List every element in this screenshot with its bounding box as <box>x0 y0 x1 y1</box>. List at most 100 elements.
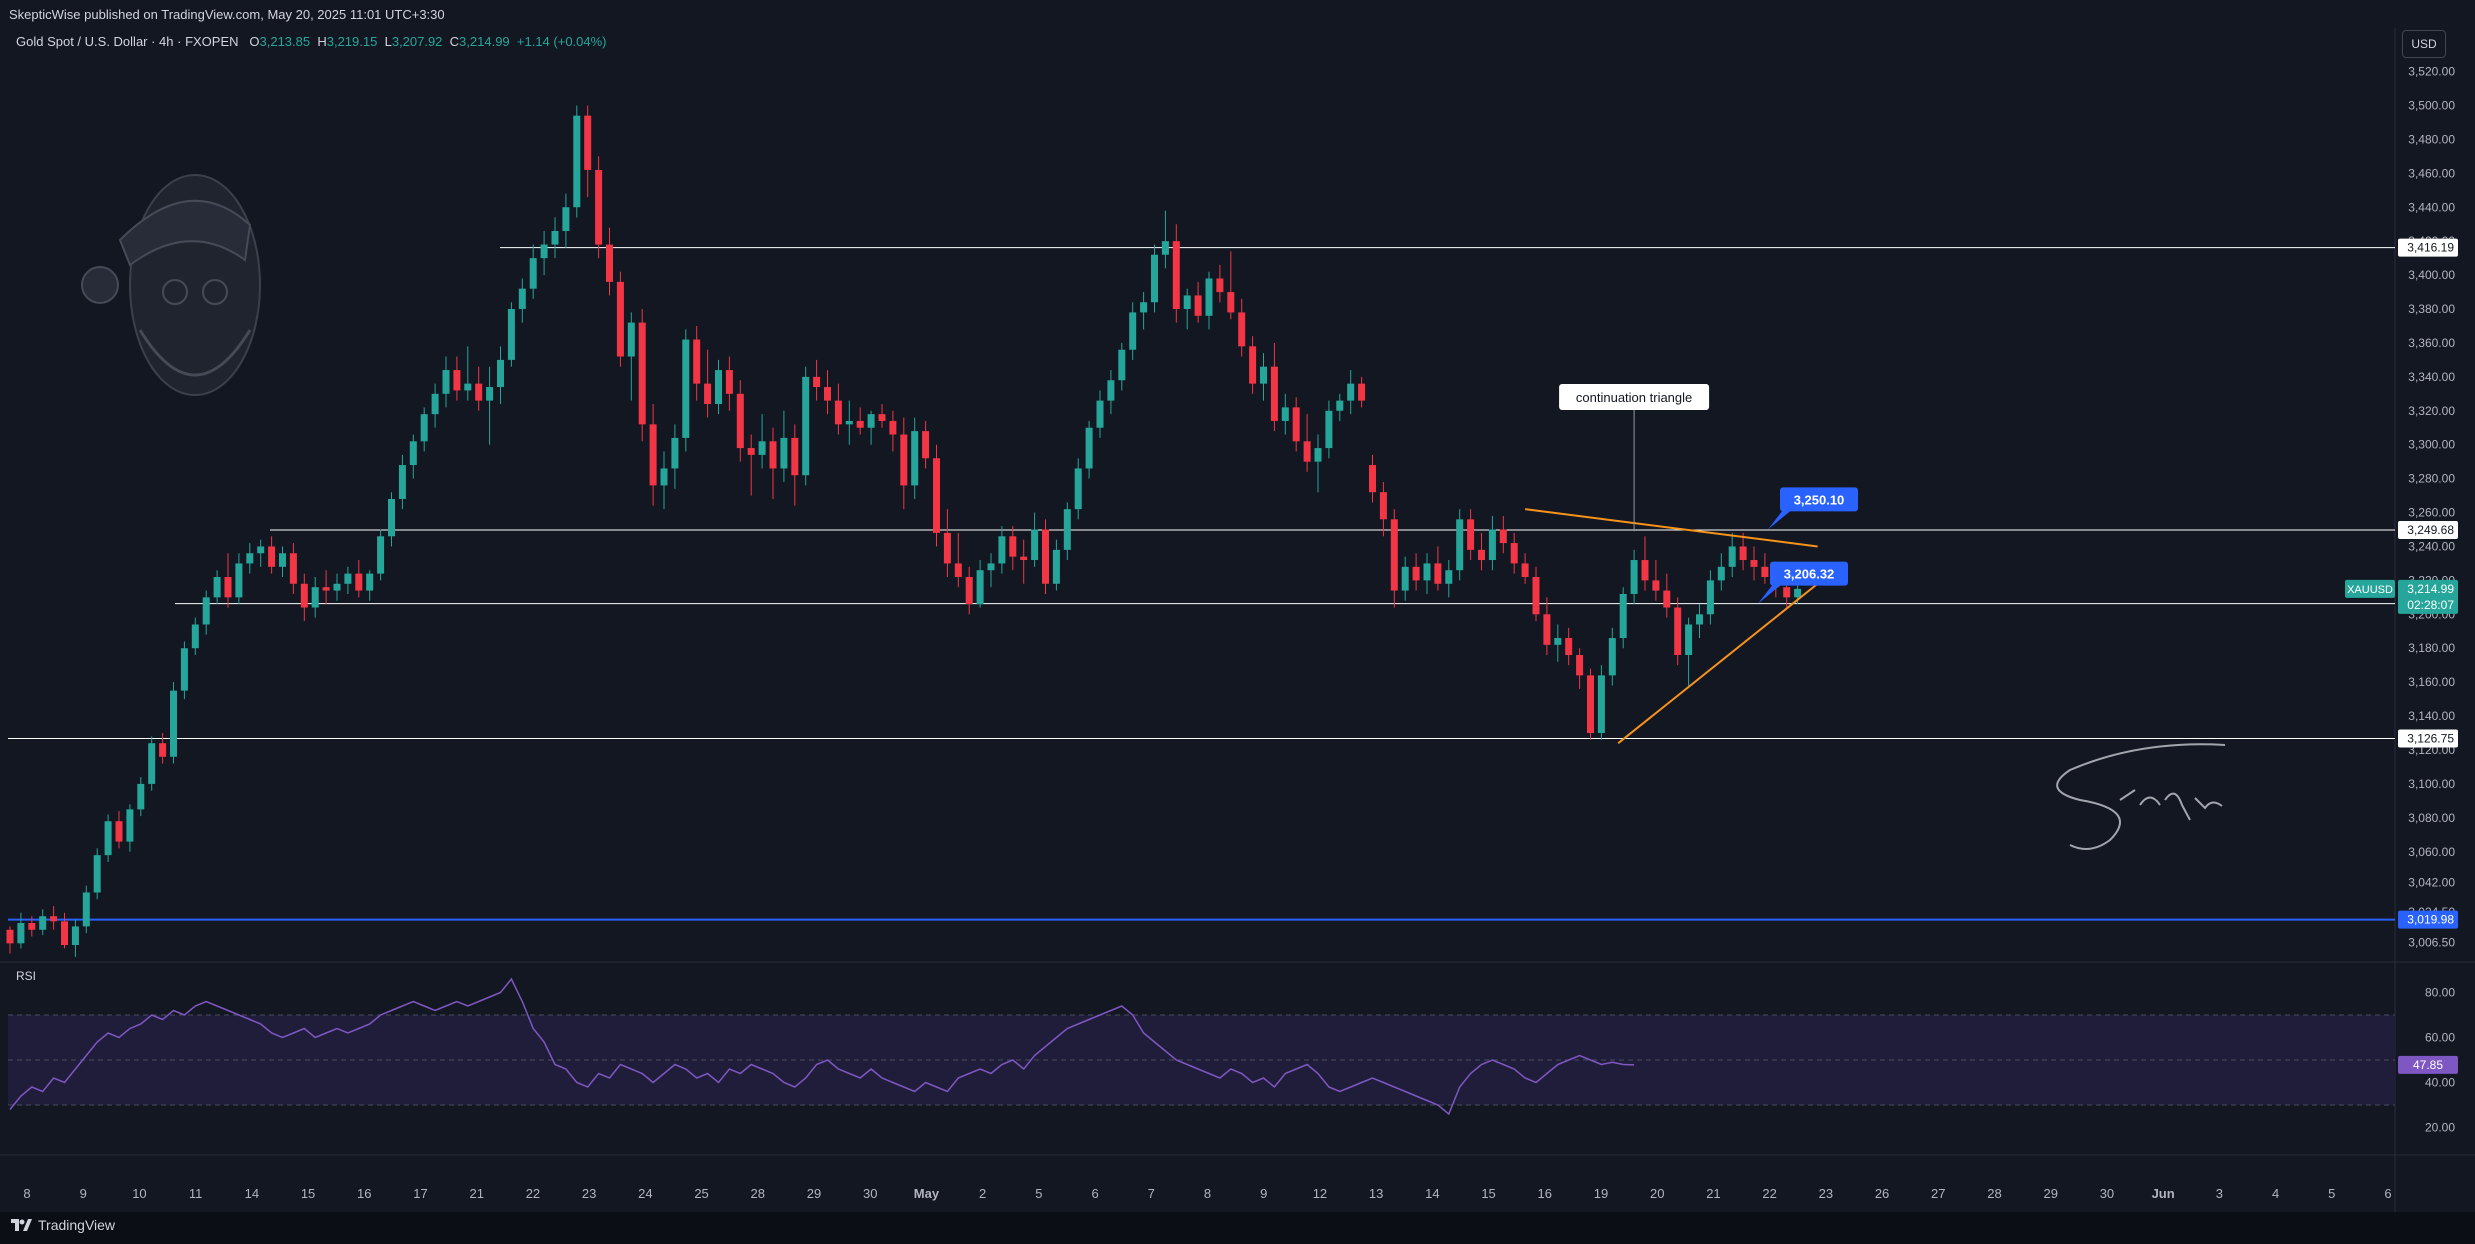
x-tick-label: 22 <box>1762 1186 1776 1201</box>
x-tick-label: 10 <box>132 1186 146 1201</box>
candle-body <box>911 431 919 486</box>
candle-body <box>573 115 581 208</box>
candle-body <box>1063 509 1071 550</box>
x-tick-label: 5 <box>1035 1186 1042 1201</box>
rsi-tick-label: 20.00 <box>2425 1121 2455 1135</box>
candle-body <box>104 821 112 856</box>
candle-body <box>1107 380 1115 401</box>
candle-body <box>355 573 363 591</box>
price-level-labels: 3,416.193,249.683,206.323,126.753,019.98… <box>2345 238 2458 929</box>
candle-body <box>1794 588 1802 598</box>
y-tick-label: 3,006.50 <box>2408 935 2455 949</box>
price-label-text: 3,249.68 <box>2407 523 2454 537</box>
candle-body <box>311 587 319 608</box>
candle-body <box>1238 312 1246 347</box>
y-tick-label: 3,360.00 <box>2408 336 2455 350</box>
x-tick-label: 14 <box>245 1186 259 1201</box>
countdown-text: 02:28:07 <box>2407 598 2454 612</box>
candle-body <box>1412 566 1420 581</box>
candle-body <box>344 573 352 584</box>
x-tick-label: 23 <box>1819 1186 1833 1201</box>
candle-body <box>1227 292 1235 313</box>
candle-body <box>202 597 210 625</box>
candle-body <box>148 743 156 784</box>
candle-body <box>50 916 58 922</box>
x-tick-label: 28 <box>751 1186 765 1201</box>
x-tick-label: 19 <box>1594 1186 1608 1201</box>
x-tick-label: 4 <box>2272 1186 2279 1201</box>
candle-body <box>6 929 14 944</box>
candle-body <box>1314 448 1322 462</box>
price-label-text: 3,019.98 <box>2407 913 2454 927</box>
rsi-line <box>9 977 1635 1116</box>
candle-body <box>1369 465 1376 493</box>
candle-body <box>1042 529 1049 584</box>
candle-body <box>1641 560 1649 581</box>
current-price-text: 3,214.99 <box>2407 582 2454 596</box>
x-tick-label: 9 <box>1260 1186 1267 1201</box>
candle-body <box>998 536 1006 564</box>
time-axis[interactable]: 8 9 10 11 14 15 16 17 21 22 23 24 25 28 29 30 May 2 5 6 7 8 9 1… <box>23 1186 2391 1201</box>
candle-body <box>1009 536 1017 557</box>
candle-body <box>1031 529 1039 561</box>
y-tick-label: 3,380.00 <box>2408 302 2455 316</box>
triangle-upper-line <box>1524 508 1818 548</box>
candle-body <box>802 376 810 476</box>
currency-button[interactable]: USD <box>2402 30 2446 58</box>
candle-body <box>420 414 428 442</box>
candle-body <box>627 322 635 357</box>
candle-body <box>1172 241 1180 310</box>
change-value: +1.14 (+0.04%) <box>516 34 607 49</box>
candle-body <box>398 465 406 499</box>
tradingview-logo[interactable]: TradingView <box>10 1217 115 1233</box>
continuation-triangle: continuation triangle <box>1524 384 1819 744</box>
candle-body <box>518 288 526 310</box>
candle-body <box>1085 427 1093 469</box>
annotation-box <box>1559 384 1710 410</box>
candle-body <box>1456 519 1464 571</box>
candle-body <box>431 393 439 415</box>
candle-body <box>322 587 330 591</box>
close-label: C <box>449 34 460 49</box>
candle-body <box>507 309 515 360</box>
candle-body <box>93 855 101 893</box>
candle-body <box>1532 576 1540 615</box>
candle-body <box>1140 302 1148 313</box>
x-tick-label: 16 <box>357 1186 371 1201</box>
candle-body <box>1478 549 1485 561</box>
y-tick-label: 3,260.00 <box>2408 506 2455 520</box>
candle-body <box>1401 566 1409 591</box>
x-tick-label: 20 <box>1650 1186 1664 1201</box>
x-tick-label: 16 <box>1538 1186 1552 1201</box>
candle-body <box>747 448 755 455</box>
candle-body <box>769 441 777 469</box>
y-tick-label: 3,160.00 <box>2408 675 2455 689</box>
x-tick-label: 29 <box>2043 1186 2057 1201</box>
candle-body <box>584 115 592 170</box>
x-tick-label: Jun <box>2152 1186 2175 1201</box>
y-tick-label: 3,460.00 <box>2408 166 2455 180</box>
candle-body <box>1183 295 1191 310</box>
candle-body <box>1717 566 1725 581</box>
candle-body <box>453 370 461 391</box>
candle-body <box>366 573 374 591</box>
callout-text: 3,250.10 <box>1794 492 1845 507</box>
candle-body <box>1783 587 1791 598</box>
candle-body <box>1434 563 1442 584</box>
horizontal-levels <box>8 247 2395 921</box>
candle-body <box>1129 312 1137 350</box>
candle-body <box>976 570 984 605</box>
candle-body <box>1543 614 1551 645</box>
price-axis[interactable]: 3,520.00 3,500.00 3,480.00 3,460.00 3,440.00… <box>2408 65 2455 950</box>
candle-body <box>704 383 712 404</box>
candle-body <box>377 536 385 574</box>
candle-body <box>17 922 25 944</box>
y-tick-label: 3,042.00 <box>2408 875 2455 889</box>
symbol-title: Gold Spot / U.S. Dollar · 4h · FXOPEN <box>16 34 239 49</box>
candle-body <box>409 441 417 466</box>
x-tick-label: 14 <box>1425 1186 1439 1201</box>
rsi-label: RSI <box>16 969 37 983</box>
candle-body <box>1739 546 1747 561</box>
x-tick-label: 13 <box>1369 1186 1383 1201</box>
